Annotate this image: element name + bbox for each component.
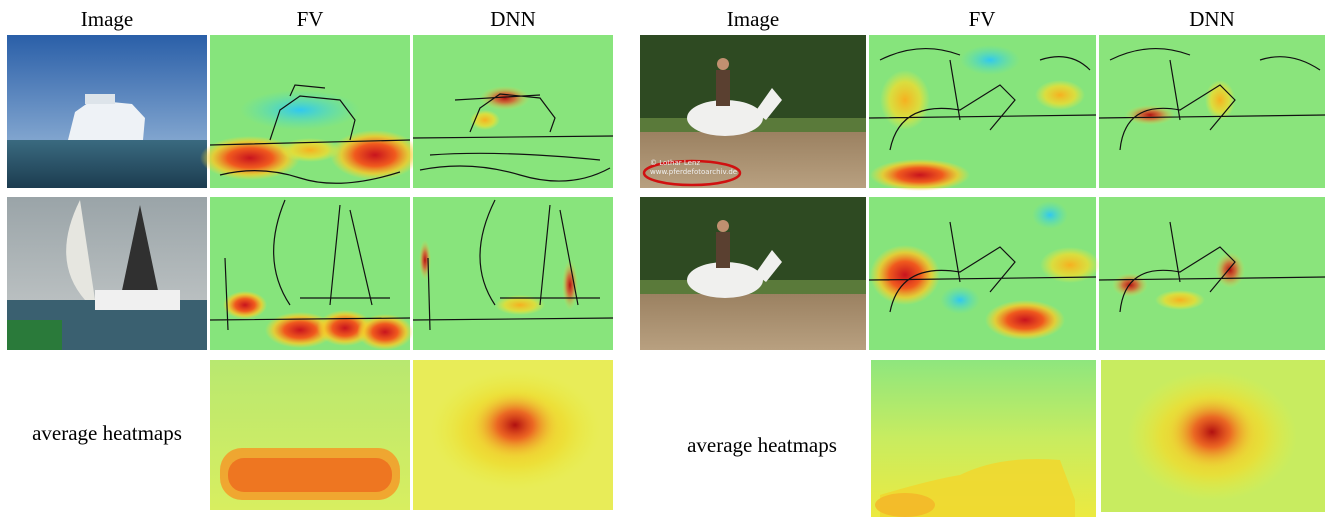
- photo-ship: [7, 35, 207, 188]
- circle-shape: [717, 220, 729, 232]
- ellipse-shape: [642, 159, 742, 187]
- column-header: FV: [969, 7, 996, 31]
- ellipse-shape: [1035, 80, 1085, 110]
- path-shape: [209, 84, 411, 184]
- photo-horse: [640, 197, 866, 350]
- ellipse-shape: [870, 159, 970, 191]
- path-shape: [868, 221, 1097, 313]
- average-dnn: [413, 360, 613, 510]
- heatmap-fv: [868, 197, 1100, 350]
- path-shape: [412, 93, 614, 182]
- ellipse-shape: [1167, 394, 1257, 470]
- photo-sailboat: [7, 197, 207, 350]
- path-shape: [1098, 221, 1325, 313]
- heatmap-fv: [868, 35, 1097, 191]
- caption: average heatmaps: [687, 433, 837, 457]
- path-shape: [209, 199, 411, 331]
- ellipse-shape: [419, 240, 431, 280]
- rect-shape: [7, 320, 62, 350]
- rect-shape: [640, 292, 866, 350]
- ellipse-shape: [940, 286, 980, 314]
- path-shape: [755, 250, 782, 282]
- rect-shape: [716, 232, 730, 268]
- rect-shape: [1099, 197, 1325, 350]
- ellipse-shape: [470, 390, 560, 460]
- ellipse-shape: [495, 295, 545, 315]
- column-header: Image: [81, 7, 133, 31]
- ellipse-shape: [330, 130, 420, 180]
- rect-shape: [7, 140, 207, 188]
- rect-shape: [413, 35, 613, 188]
- path-shape: [1098, 48, 1325, 151]
- ellipse-shape: [1155, 290, 1205, 310]
- ellipse-shape: [1040, 247, 1100, 283]
- path-shape: [412, 199, 614, 331]
- rect-shape: [85, 94, 115, 104]
- ellipse-shape: [562, 260, 578, 310]
- heatmap-dnn: [1098, 197, 1325, 350]
- heatmap-dnn: [412, 197, 614, 350]
- photo-horse: © Lothar Lenz www.pferdefotoarchiv.de: [640, 35, 866, 188]
- average-dnn: [1101, 360, 1325, 512]
- column-header: FV: [297, 7, 324, 31]
- heatmap-fv: [200, 35, 420, 188]
- path-shape: [66, 200, 95, 300]
- path-shape: [120, 205, 160, 300]
- column-header: DNN: [490, 7, 536, 31]
- ellipse-shape: [357, 314, 413, 350]
- circle-shape: [717, 58, 729, 70]
- column-header: Image: [727, 7, 779, 31]
- rect-shape: [95, 290, 180, 310]
- ellipse-shape: [1032, 201, 1068, 229]
- ellipse-shape: [1215, 252, 1245, 288]
- path-shape: [68, 100, 145, 140]
- ellipse-shape: [1205, 80, 1235, 120]
- heatmap-fv: [209, 197, 413, 350]
- ellipse-shape: [687, 262, 763, 298]
- rect-shape: [640, 130, 866, 188]
- ellipse-shape: [240, 90, 360, 130]
- rect-shape: [716, 70, 730, 106]
- ellipse-shape: [687, 100, 763, 136]
- average-fv: [871, 360, 1096, 517]
- heatmap-dnn: [1098, 35, 1325, 188]
- ellipse-shape: [265, 312, 335, 348]
- ellipse-shape: [1125, 105, 1175, 125]
- ellipse-shape: [223, 291, 267, 319]
- ellipse-shape: [280, 138, 340, 162]
- ellipse-shape: [200, 136, 300, 180]
- ellipse-shape: [1112, 273, 1148, 297]
- caption: average heatmaps: [32, 421, 182, 445]
- ellipse-shape: [880, 70, 930, 130]
- column-header: DNN: [1189, 7, 1235, 31]
- watermark: www.pferdefotoarchiv.de: [650, 168, 737, 176]
- ellipse-shape: [960, 45, 1020, 75]
- ellipse-shape: [875, 493, 935, 517]
- path-shape: [868, 48, 1097, 151]
- rect-shape: [413, 197, 613, 350]
- path-shape: [755, 88, 782, 120]
- rect-shape: [228, 458, 392, 492]
- ellipse-shape: [985, 300, 1065, 340]
- heatmap-dnn: [412, 35, 614, 188]
- watermark: © Lothar Lenz: [650, 159, 700, 167]
- average-fv: [210, 360, 410, 510]
- ellipse-shape: [870, 245, 940, 305]
- ellipse-shape: [480, 86, 530, 110]
